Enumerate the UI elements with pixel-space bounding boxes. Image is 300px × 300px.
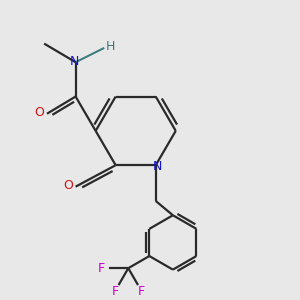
- Text: N: N: [152, 160, 162, 173]
- Text: F: F: [98, 262, 105, 275]
- Text: F: F: [138, 285, 145, 298]
- Text: N: N: [70, 55, 79, 68]
- Text: H: H: [105, 40, 115, 53]
- Text: O: O: [34, 106, 44, 119]
- Text: O: O: [64, 179, 74, 192]
- Text: F: F: [111, 285, 118, 298]
